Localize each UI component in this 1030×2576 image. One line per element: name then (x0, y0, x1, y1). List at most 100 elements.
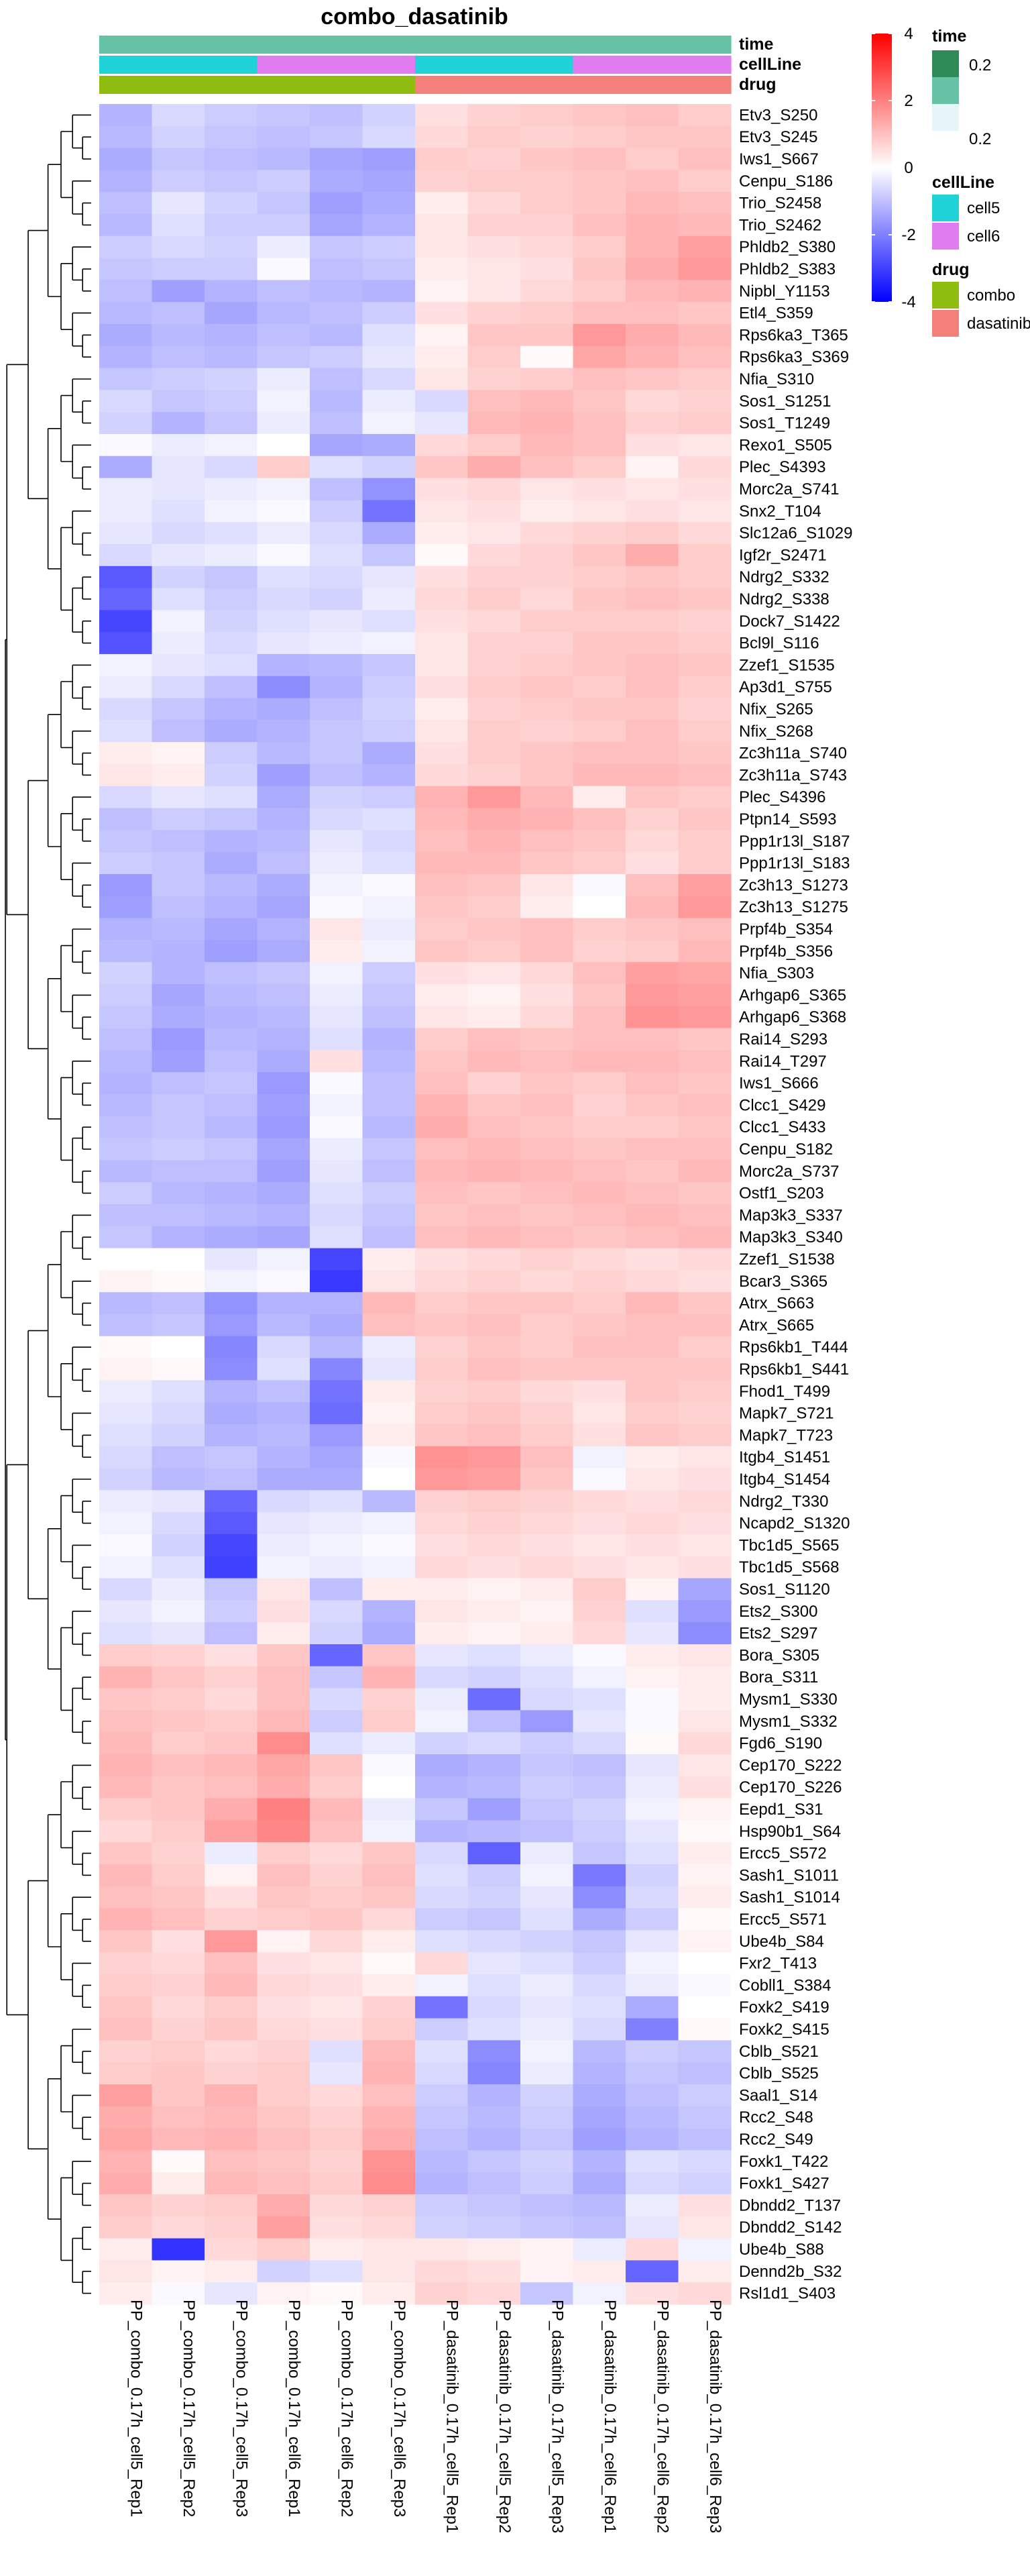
heatmap-cell (99, 654, 153, 677)
heatmap-cell (678, 125, 732, 149)
heatmap-cell (310, 1842, 363, 1865)
heatmap-cell (257, 698, 310, 720)
heatmap-cell (257, 1908, 310, 1931)
heatmap-cell (626, 1116, 679, 1139)
heatmap-cell (415, 852, 469, 875)
heatmap-cell (467, 764, 521, 787)
heatmap-cell (362, 1314, 416, 1337)
heatmap-cell (99, 1160, 153, 1183)
heatmap-cell (362, 455, 416, 479)
heatmap-cell (257, 1820, 310, 1843)
heatmap-cell (415, 368, 469, 390)
heatmap-cell (362, 214, 416, 237)
heatmap-cell (152, 1732, 205, 1755)
heatmap-cell (257, 1996, 310, 2019)
row-label: Rexo1_S505 (739, 436, 832, 454)
heatmap-cell (520, 1622, 574, 1645)
row-label: Ndrg2_S332 (739, 568, 829, 586)
heatmap-cell (626, 1556, 679, 1579)
heatmap-cell (626, 412, 679, 435)
heatmap-cell (257, 192, 310, 215)
heatmap-cell (415, 1006, 469, 1029)
heatmap-cell (520, 1358, 574, 1381)
heatmap-cell (310, 588, 363, 610)
heatmap-cell (205, 1556, 258, 1579)
heatmap-cell (99, 148, 153, 170)
heatmap-cell (152, 214, 205, 237)
heatmap-cell (310, 125, 363, 149)
heatmap-cell (362, 368, 416, 390)
heatmap-cell (99, 192, 153, 215)
heatmap-cell (626, 2018, 679, 2041)
heatmap-cell (310, 2282, 363, 2305)
heatmap-cell (310, 500, 363, 523)
legend-label-drug: dasatinib (967, 315, 1030, 333)
heatmap-cell (257, 2194, 310, 2217)
heatmap-cell (310, 852, 363, 875)
heatmap-cell (415, 478, 469, 500)
heatmap-cell (573, 786, 626, 809)
heatmap-cell (573, 1006, 626, 1029)
heatmap-cell (152, 2216, 205, 2239)
heatmap-cell (205, 1930, 258, 1953)
heatmap-cell (362, 2062, 416, 2085)
heatmap-cell (205, 2062, 258, 2085)
heatmap-cell (257, 1622, 310, 1645)
heatmap-cell (205, 2260, 258, 2283)
heatmap-cell (205, 1578, 258, 1601)
heatmap-cell (467, 1952, 521, 1975)
heatmap-cell (467, 1336, 521, 1359)
heatmap-cell (520, 588, 574, 610)
heatmap-cell (99, 1908, 153, 1931)
heatmap-cell (99, 1270, 153, 1293)
heatmap-cell (152, 1094, 205, 1117)
heatmap-cell (205, 2084, 258, 2107)
heatmap-cell (152, 852, 205, 875)
heatmap-cell (362, 1798, 416, 1821)
heatmap-cell (678, 2150, 732, 2173)
annotation-cell-cellLine (573, 56, 626, 74)
heatmap-cell (205, 566, 258, 589)
heatmap-cell (415, 1182, 469, 1205)
heatmap-cell (678, 1644, 732, 1667)
heatmap-cell (678, 1996, 732, 2019)
heatmap-cell (205, 1292, 258, 1315)
heatmap-cell (99, 1358, 153, 1381)
heatmap-cell (152, 1556, 205, 1579)
heatmap-cell (626, 1490, 679, 1513)
heatmap-cell (573, 1314, 626, 1337)
heatmap-cell (152, 1490, 205, 1513)
heatmap-cell (152, 544, 205, 567)
heatmap-cell (362, 412, 416, 435)
heatmap-cell (362, 235, 416, 259)
heatmap-cell (362, 2238, 416, 2261)
heatmap-cell (626, 632, 679, 655)
heatmap-cell (520, 1974, 574, 1997)
heatmap-cell (415, 455, 469, 479)
heatmap-cell (467, 104, 521, 127)
heatmap-cell (205, 720, 258, 743)
heatmap-cell (520, 1424, 574, 1447)
heatmap-cell (415, 1930, 469, 1953)
heatmap-cell (257, 566, 310, 589)
heatmap-cell (467, 1314, 521, 1337)
heatmap-cell (573, 1204, 626, 1227)
heatmap-cell (626, 1204, 679, 1227)
heatmap-cell (678, 676, 732, 699)
heatmap-cell (362, 390, 416, 413)
heatmap-cell (362, 1534, 416, 1557)
heatmap-cell (257, 984, 310, 1007)
heatmap-cell (626, 1886, 679, 1909)
heatmap-cell (152, 478, 205, 500)
heatmap-cell (415, 2150, 469, 2173)
heatmap-cell (467, 235, 521, 259)
heatmap-cell (152, 390, 205, 413)
heatmap-cell (520, 918, 574, 941)
row-label: Zc3h11a_S740 (739, 745, 847, 763)
heatmap-cell (573, 720, 626, 743)
heatmap-cell (573, 918, 626, 941)
heatmap-cell (362, 654, 416, 677)
row-label: Zc3h11a_S743 (739, 766, 847, 784)
heatmap-cell (678, 1182, 732, 1205)
heatmap-cell (520, 786, 574, 809)
